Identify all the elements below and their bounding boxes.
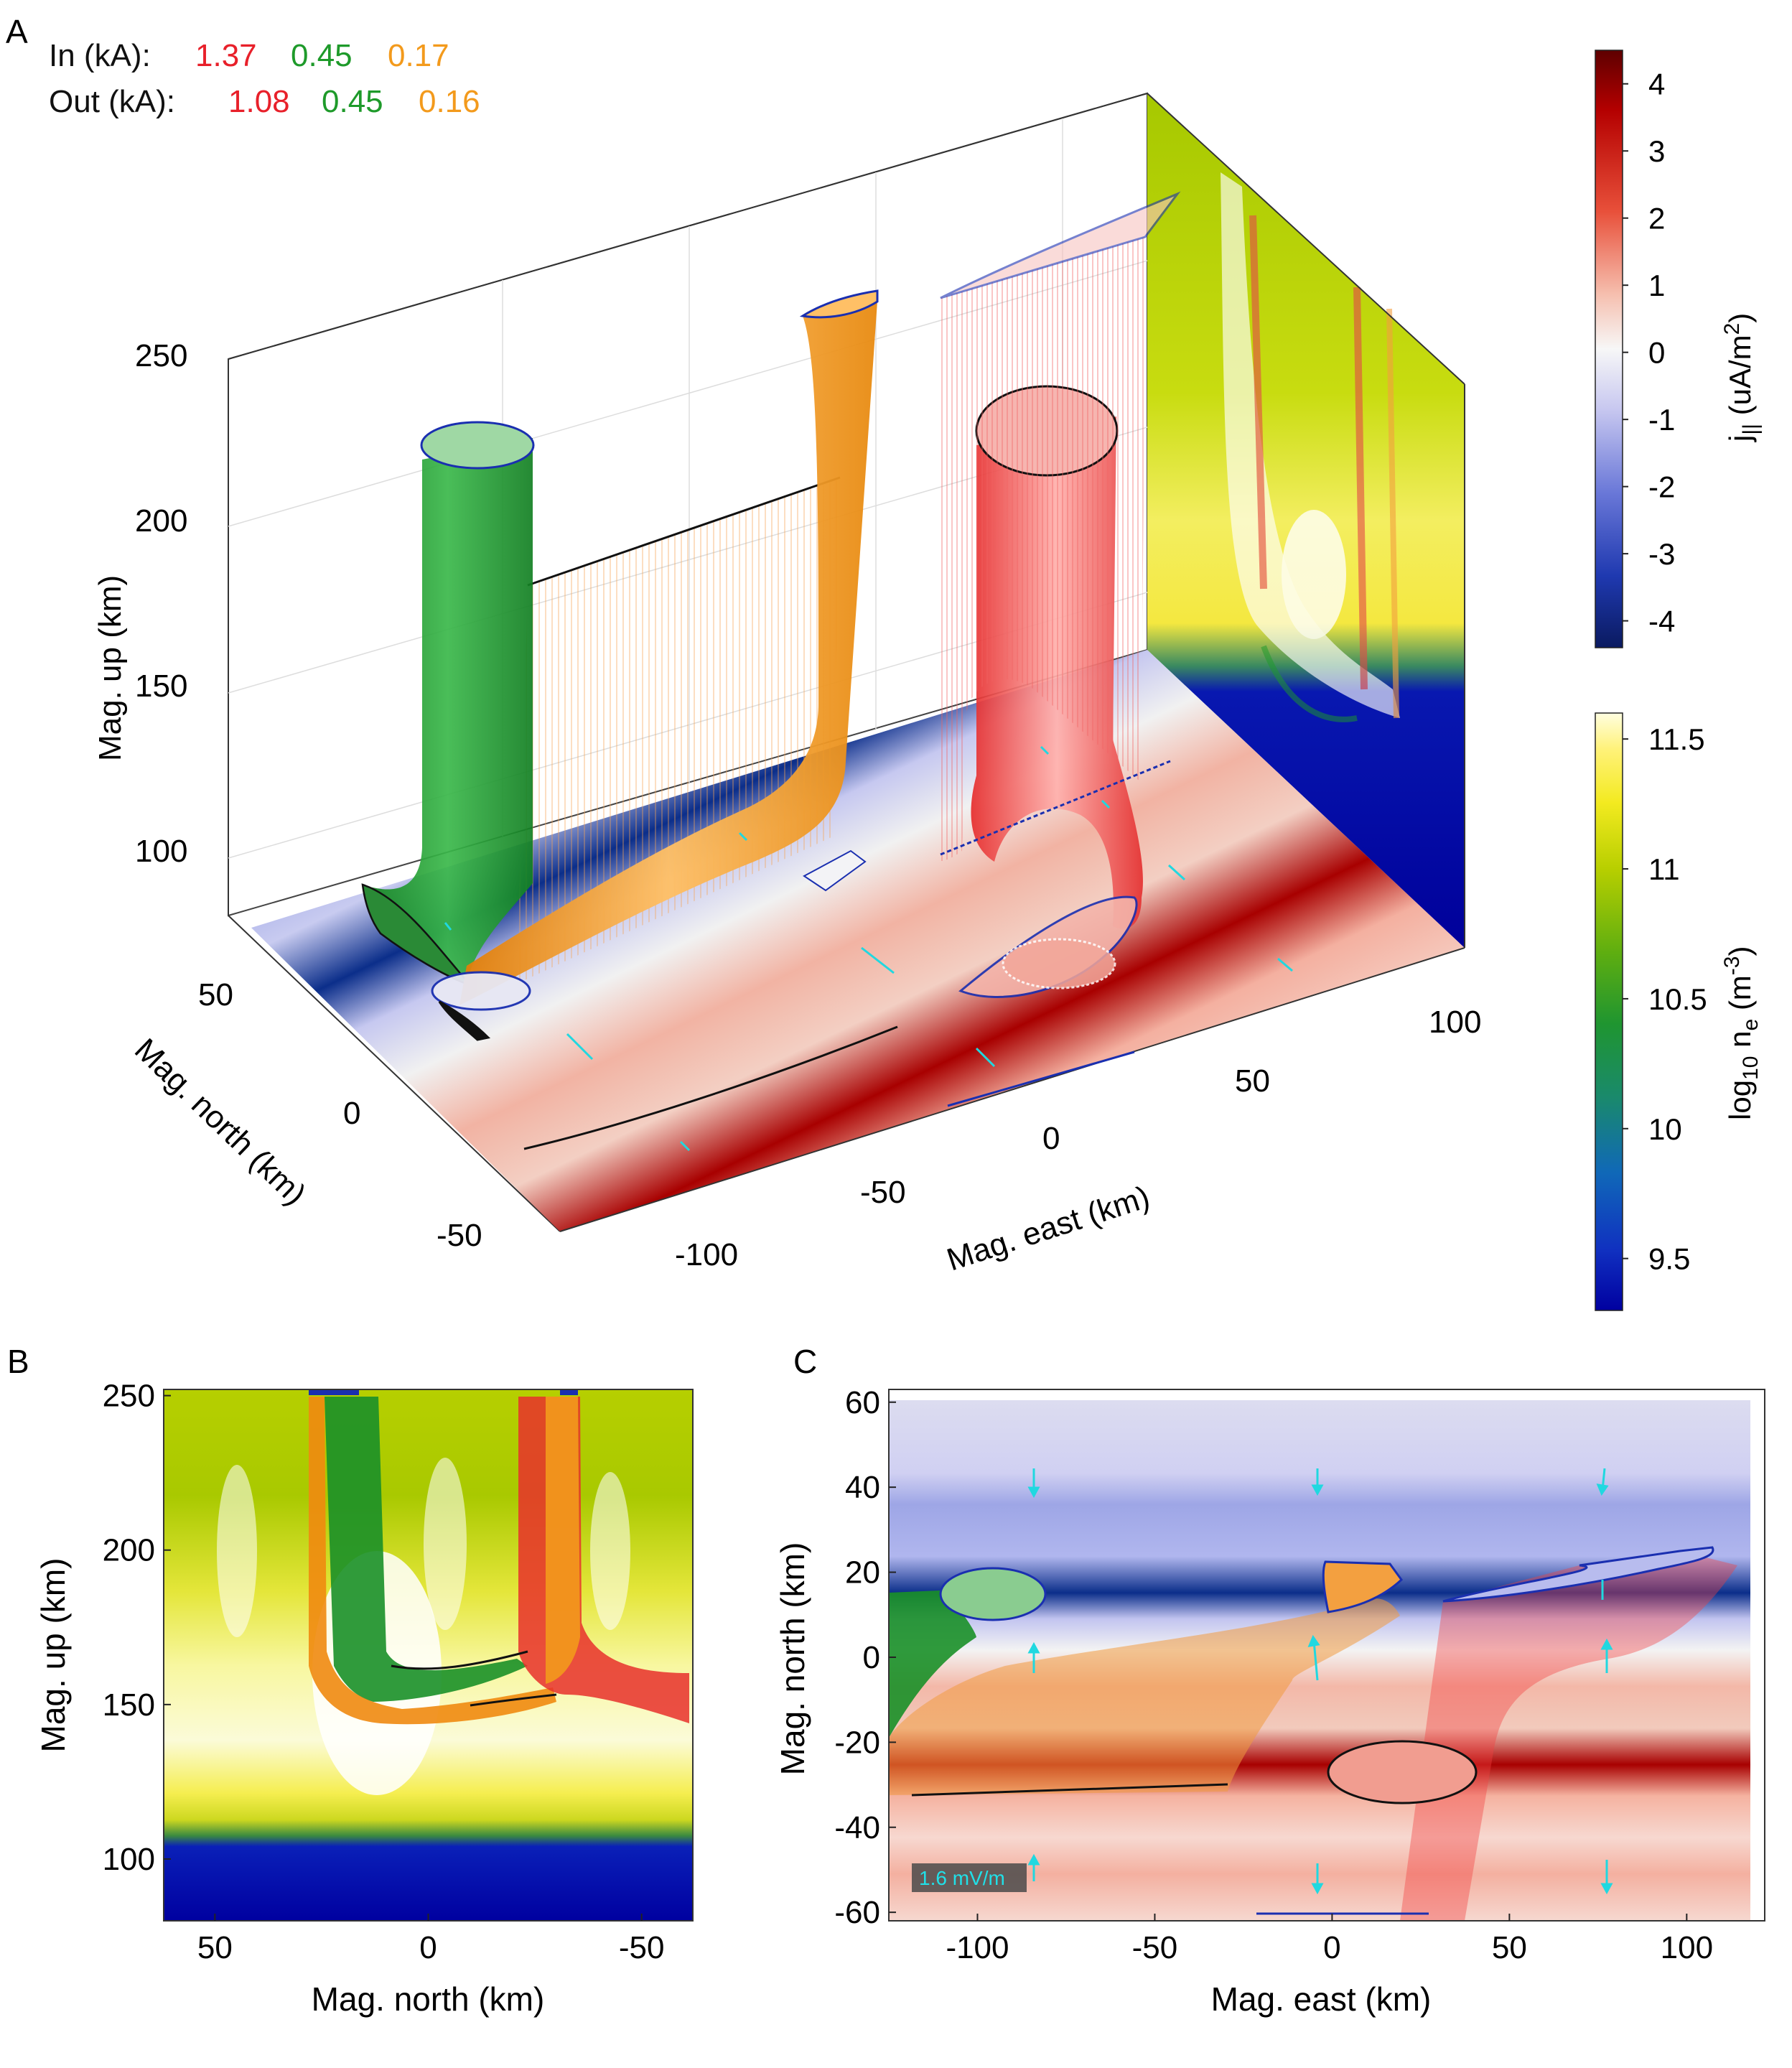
north-tick-neg50: -50 (437, 1218, 482, 1253)
panel-c-x-tick-label: 100 (1661, 1930, 1713, 1965)
panel-c-x-tick-label: 50 (1492, 1930, 1527, 1965)
panel-b-y-tick-label: 100 (103, 1842, 155, 1877)
out-value-red: 1.08 (228, 84, 290, 119)
z-tick-100: 100 (135, 834, 187, 869)
east-tick-neg100: -100 (675, 1237, 738, 1272)
colorbar-jpar-tick-label: -1 (1648, 403, 1675, 437)
colorbar-jpar-tick-label: -3 (1648, 537, 1675, 571)
colorbar-ne: 11.5 11 10.5 10 9.5 log10 ne (m-3) (1595, 712, 1763, 1311)
z-tick-250: 250 (135, 338, 187, 373)
panel-b-y-label: Mag. up (km) (34, 1558, 72, 1753)
colorbar-ne-gradient (1595, 712, 1623, 1311)
colorbar-jpar-tick-label: 3 (1648, 134, 1665, 168)
tube-green (361, 421, 535, 987)
panel-c-y-ticks: 60 40 20 0 -20 -40 -60 (834, 1385, 896, 1930)
out-value-orange: 0.16 (419, 84, 480, 119)
colorbar-jpar-tick-label: 1 (1648, 269, 1665, 302)
panel-c-axes (888, 1389, 1765, 1922)
scale-label: 1.6 mV/m (919, 1867, 1005, 1889)
panel-b-x-label: Mag. north (km) (312, 1980, 545, 2018)
out-value-green: 0.45 (322, 84, 383, 119)
panel-c-y-label: Mag. north (km) (774, 1542, 811, 1776)
panel-b-orange-tube (309, 1397, 556, 1725)
panel-b: B 250 200 150 100 50 0 -50 Mag. north (km) Ma… (7, 1343, 694, 2018)
z-tick-200: 200 (135, 503, 187, 539)
z-tick-150: 150 (135, 669, 187, 704)
panel-b-x-tick-label: 0 (419, 1930, 437, 1965)
panel-b-x-tick-label: 50 (197, 1930, 233, 1965)
colorbar-jpar-gradient (1595, 50, 1623, 648)
east-tick-0: 0 (1042, 1121, 1060, 1156)
z-axis-label: Mag. up (km) (93, 575, 128, 761)
tube-orange (459, 289, 879, 1005)
colorbar-ne-tick-label: 10 (1648, 1112, 1682, 1146)
east-axis-label: Mag. east (km) (943, 1179, 1154, 1277)
panel-c-red-tube (1400, 1551, 1737, 1921)
panel-letter-a: A (6, 13, 28, 50)
panel-b-x-ticks: 50 0 -50 (197, 1914, 665, 1965)
colorbar-jpar-tick-label: 2 (1648, 202, 1665, 236)
colorbar-jpar-tick-label: 4 (1648, 67, 1665, 101)
panel-c-efield-arrows (1027, 1468, 1613, 1895)
colorbar-ne-ticks: 11.5 11 10.5 10 9.5 (1623, 722, 1707, 1276)
east-tick-100: 100 (1429, 1005, 1481, 1040)
out-label: Out (kA): (49, 84, 175, 119)
colorbar-ne-tick-label: 9.5 (1648, 1242, 1690, 1276)
scale-box (912, 1863, 1027, 1892)
panel-c-y-tick-label: -20 (834, 1725, 880, 1760)
colorbar-ne-label: log10 ne (m-3) (1720, 946, 1763, 1121)
panel-b-x-tick-label: -50 (619, 1930, 665, 1965)
colorbar-ne-tick-label: 11.5 (1648, 722, 1705, 756)
panel-c-y-tick-label: 60 (845, 1385, 880, 1420)
panel-letter-b: B (7, 1343, 29, 1380)
east-tick-50: 50 (1235, 1063, 1270, 1099)
tube-red-back (938, 191, 1181, 862)
colorbar-jpar-ticks: 4 3 2 1 0 -1 -2 -3 -4 (1623, 67, 1675, 638)
colorbar-jpar-tick-label: 0 (1648, 336, 1665, 370)
panel-c-orange-tube (889, 1598, 1400, 1795)
panel-c-y-tick-label: 20 (845, 1555, 880, 1590)
currents-legend: In (kA): Out (kA): 1.37 0.45 0.17 1.08 0… (49, 38, 480, 119)
colorbar-jpar-label: j|| (uA/m2) (1720, 313, 1763, 443)
panel-c-x-tick-label: 0 (1323, 1930, 1340, 1965)
in-value-red: 1.37 (195, 38, 257, 73)
in-value-green: 0.45 (291, 38, 353, 73)
panel-c-y-tick-label: -40 (834, 1810, 880, 1845)
colorbar-ne-tick-label: 10.5 (1648, 982, 1707, 1016)
panel-letter-c: C (793, 1343, 817, 1380)
panel-b-green-tube (325, 1397, 528, 1702)
panel-c-y-tick-label: 40 (845, 1470, 880, 1505)
colorbar-jpar: 4 3 2 1 0 -1 -2 -3 -4 j|| (uA/m2) (1595, 50, 1763, 648)
panel-c-x-tick-label: -50 (1132, 1930, 1178, 1965)
floor-jpar-slice (251, 650, 1465, 1231)
colorbar-ne-tick-label: 11 (1648, 852, 1680, 886)
panel-b-y-tick-label: 150 (103, 1687, 155, 1723)
north-tick-50: 50 (198, 977, 233, 1012)
panel-a: A In (kA): Out (kA): 1.37 0.45 0.17 1.08… (6, 13, 1481, 1278)
colorbar-jpar-tick-label: -2 (1648, 470, 1675, 504)
panel-c-y-tick-label: 0 (863, 1640, 880, 1675)
panel-b-y-tick-label: 250 (103, 1379, 155, 1414)
north-axis-label: Mag. north (km) (128, 1032, 312, 1212)
east-tick-neg50: -50 (860, 1175, 906, 1210)
floor-contours (431, 760, 1171, 1150)
panel-c-y-tick-label: -60 (834, 1895, 880, 1930)
panel-c-x-label: Mag. east (km) (1211, 1980, 1432, 2018)
z-axis: 250 200 150 100 Mag. up (km) (93, 338, 187, 869)
north-tick-0: 0 (343, 1096, 360, 1131)
panel-c: C (774, 1343, 1765, 2018)
colorbar-jpar-tick-label: -4 (1648, 605, 1675, 638)
in-label: In (kA): (49, 38, 151, 73)
in-value-orange: 0.17 (388, 38, 449, 73)
panel-b-y-ticks: 250 200 150 100 (103, 1379, 171, 1877)
panel-c-green-tube (889, 1590, 976, 1738)
curtain-top-edge (527, 476, 841, 587)
wall-ne-features (1221, 172, 1400, 722)
panel-c-x-ticks: -100 -50 0 50 100 (946, 1914, 1713, 1965)
floor-efield-arrows (444, 745, 1293, 1152)
panel-c-x-tick-label: -100 (946, 1930, 1009, 1965)
panel-b-y-tick-label: 200 (103, 1533, 155, 1568)
